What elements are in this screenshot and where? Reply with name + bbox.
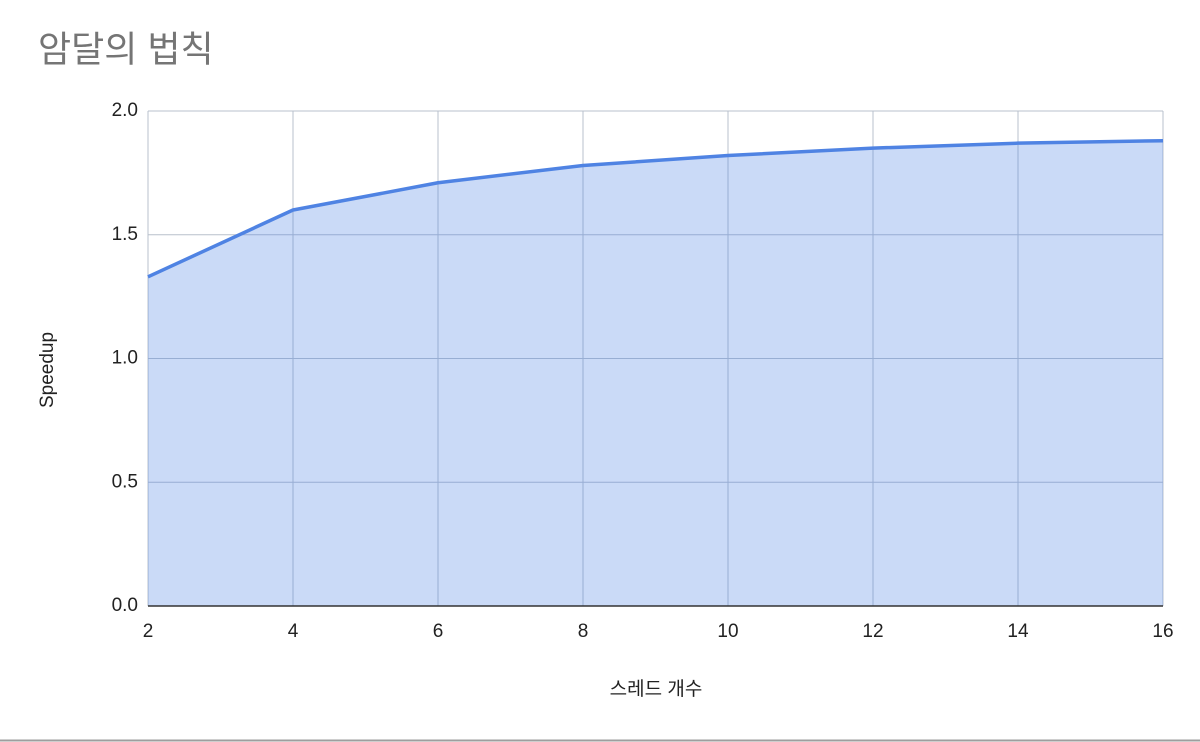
chart-title: 암달의 법칙 xyxy=(38,29,214,70)
y-tick-label: 2.0 xyxy=(112,100,138,121)
area-fill xyxy=(148,140,1163,606)
y-tick-label: 0.5 xyxy=(112,471,138,492)
x-tick-label: 2 xyxy=(143,621,154,642)
x-tick-label: 16 xyxy=(1152,621,1173,642)
x-tick-label: 4 xyxy=(288,621,299,642)
x-tick-label: 6 xyxy=(433,621,444,642)
x-tick-label: 10 xyxy=(717,621,738,642)
x-tick-label: 8 xyxy=(578,621,589,642)
x-axis-label: 스레드 개수 xyxy=(610,678,703,700)
y-axis-label: Speedup xyxy=(37,332,58,408)
area-line xyxy=(147,138,1164,279)
x-tick-label: 14 xyxy=(1007,621,1029,642)
y-tick-label: 1.0 xyxy=(112,348,138,369)
y-tick-label: 0.0 xyxy=(112,595,138,616)
y-tick-label: 1.5 xyxy=(112,224,138,245)
x-tick-label: 12 xyxy=(862,621,883,642)
